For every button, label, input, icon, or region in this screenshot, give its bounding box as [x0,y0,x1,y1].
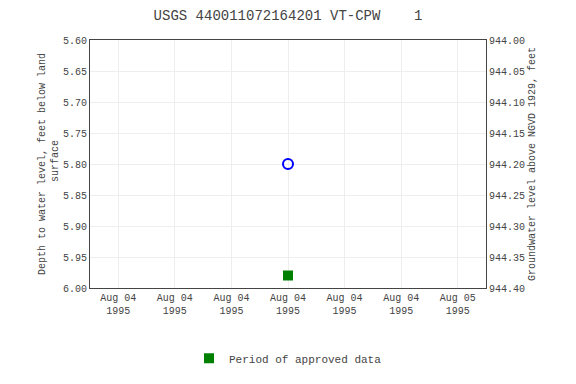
svg-text:Aug 041995: Aug 041995 [270,293,306,317]
svg-text:5.70: 5.70 [63,98,87,109]
svg-text:944.10: 944.10 [489,98,525,109]
svg-text:944.35: 944.35 [489,253,525,264]
svg-text:5.60: 5.60 [63,36,87,47]
svg-text:5.90: 5.90 [63,222,87,233]
svg-text:944.05: 944.05 [489,67,525,78]
svg-text:Groundwater level above NGVD 1: Groundwater level above NGVD 1929, feet [527,47,538,281]
svg-text:5.80: 5.80 [63,160,87,171]
svg-text:Aug 041995: Aug 041995 [213,293,249,317]
svg-text:5.65: 5.65 [63,67,87,78]
svg-text:944.20: 944.20 [489,160,525,171]
svg-text:944.00: 944.00 [489,36,525,47]
svg-text:944.30: 944.30 [489,222,525,233]
svg-text:Aug 051995: Aug 051995 [440,293,476,317]
svg-text:5.85: 5.85 [63,191,87,202]
svg-text:944.40: 944.40 [489,284,525,295]
svg-text:6.00: 6.00 [63,284,87,295]
svg-text:USGS 440011072164201 VT-CPW: USGS 440011072164201 VT-CPW 1 [154,8,423,24]
svg-text:Period of approved data: Period of approved data [229,354,381,366]
svg-text:5.95: 5.95 [63,253,87,264]
svg-text:Depth to water level, feet bel: Depth to water level, feet below land su… [37,53,61,275]
svg-text:Aug 041995: Aug 041995 [100,293,136,317]
svg-text:944.15: 944.15 [489,129,525,140]
svg-text:Aug 041995: Aug 041995 [327,293,363,317]
svg-text:944.25: 944.25 [489,191,525,202]
svg-text:Aug 041995: Aug 041995 [383,293,419,317]
svg-text:5.75: 5.75 [63,129,87,140]
svg-text:Aug 041995: Aug 041995 [157,293,193,317]
